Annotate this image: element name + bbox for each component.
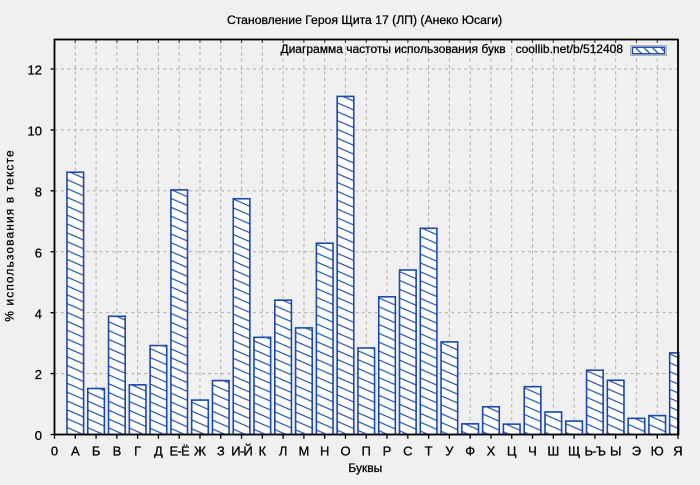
svg-text:И-Й: И-Й (231, 444, 252, 459)
svg-text:Буквы: Буквы (348, 461, 382, 475)
svg-text:Ц: Ц (507, 444, 517, 459)
svg-text:8: 8 (35, 184, 42, 199)
svg-text:Ы: Ы (610, 444, 622, 459)
svg-text:М: М (298, 444, 309, 459)
svg-text:0: 0 (35, 428, 42, 443)
svg-text:Г: Г (134, 444, 141, 459)
svg-text:Становление Героя Щита 17 (ЛП): Становление Героя Щита 17 (ЛП) (Анеко Юс… (227, 13, 502, 27)
svg-text:Х: Х (487, 444, 496, 459)
svg-text:Е-Ё: Е-Ё (170, 444, 190, 459)
svg-text:Д: Д (154, 444, 163, 459)
svg-text:О: О (340, 444, 350, 459)
svg-text:Э: Э (632, 444, 641, 459)
svg-text:К: К (259, 444, 267, 459)
svg-text:Ф: Ф (465, 444, 475, 459)
svg-text:Ь-Ъ: Ь-Ъ (585, 444, 606, 459)
svg-text:6: 6 (35, 245, 42, 260)
svg-text:Ч: Ч (528, 444, 537, 459)
svg-text:Щ: Щ (568, 444, 580, 459)
svg-text:0: 0 (51, 444, 58, 459)
svg-text:Л: Л (279, 444, 288, 459)
svg-text:Я: Я (673, 444, 682, 459)
svg-text:С: С (403, 444, 412, 459)
svg-text:Р: Р (383, 444, 392, 459)
svg-text:П: П (362, 444, 371, 459)
svg-text:Н: Н (320, 444, 329, 459)
svg-text:Б: Б (92, 444, 101, 459)
svg-text:Ш: Ш (547, 444, 559, 459)
svg-text:% использования в тексте: % использования в тексте (3, 149, 17, 322)
svg-text:В: В (113, 444, 122, 459)
svg-text:З: З (217, 444, 225, 459)
svg-text:У: У (445, 444, 454, 459)
svg-text:4: 4 (35, 306, 42, 321)
svg-text:10: 10 (28, 124, 42, 139)
svg-text:Диаграмма частоты использовани: Диаграмма частоты использования букв coo… (280, 42, 623, 56)
svg-text:А: А (71, 444, 80, 459)
svg-text:Т: Т (425, 444, 433, 459)
svg-text:2: 2 (35, 367, 42, 382)
svg-text:12: 12 (28, 63, 42, 78)
svg-text:Ж: Ж (194, 444, 206, 459)
svg-text:Ю: Ю (651, 444, 664, 459)
